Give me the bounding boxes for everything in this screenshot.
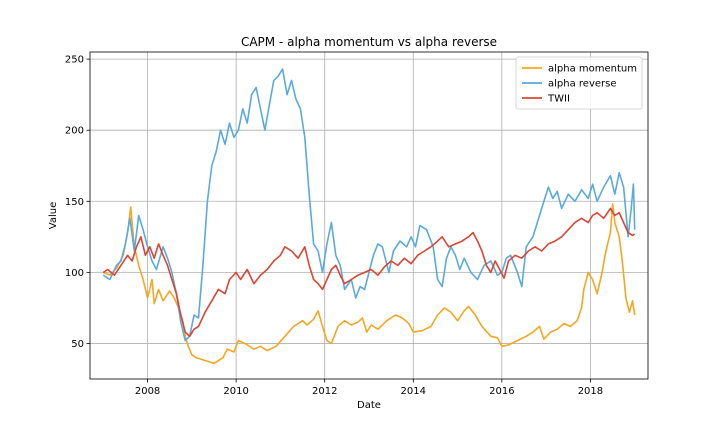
plot-frame xyxy=(89,51,649,380)
x-tick-label: 2010 xyxy=(223,386,248,397)
series-line-alpha-momentum xyxy=(102,203,636,365)
legend-entry: alpha momentum xyxy=(548,64,637,75)
y-tick-label: 150 xyxy=(65,197,84,208)
y-tick-label: 50 xyxy=(71,339,84,350)
series-line-alpha-reverse xyxy=(102,68,636,342)
y-axis-label: Value xyxy=(48,202,59,229)
legend-box xyxy=(515,56,643,110)
x-tick-label: 2016 xyxy=(489,386,514,397)
series-line-twii xyxy=(102,207,636,338)
y-tick-label: 200 xyxy=(65,126,84,137)
legend: alpha momentum alpha reverse TWII xyxy=(515,56,643,110)
x-tick-label: 2008 xyxy=(135,386,160,397)
x-axis-ticks: 2008 2010 2012 2014 2016 2018 xyxy=(135,379,603,397)
chart-title: CAPM - alpha momentum vs alpha reverse xyxy=(241,35,497,49)
x-tick-label: 2018 xyxy=(578,386,603,397)
legend-entry: alpha reverse xyxy=(548,79,617,90)
x-tick-label: 2012 xyxy=(312,386,337,397)
y-tick-label: 100 xyxy=(65,268,84,279)
legend-entry: TWII xyxy=(547,94,570,105)
y-axis-ticks: 50 100 150 200 250 xyxy=(65,55,90,350)
y-tick-label: 250 xyxy=(65,55,84,66)
x-axis-label: Date xyxy=(357,400,381,411)
x-tick-label: 2014 xyxy=(401,386,426,397)
series-layer xyxy=(102,68,636,365)
